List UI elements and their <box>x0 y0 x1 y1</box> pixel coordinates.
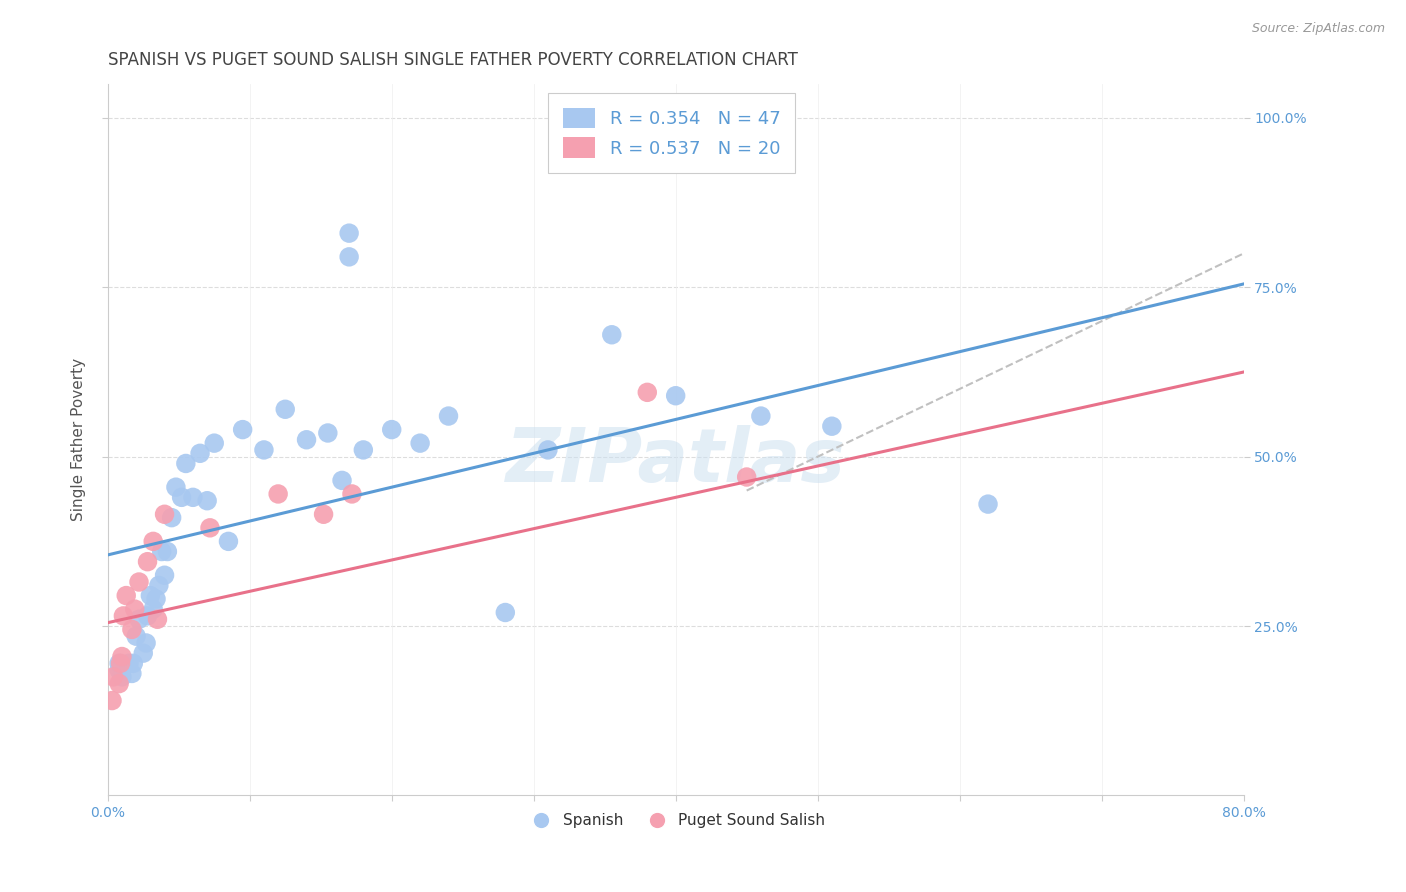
Text: ZIPatlas: ZIPatlas <box>506 425 845 498</box>
Point <box>128 612 150 626</box>
Point <box>340 487 363 501</box>
Point <box>156 544 179 558</box>
Point <box>977 497 1000 511</box>
Point <box>153 508 176 522</box>
Point <box>148 578 170 592</box>
Text: SPANISH VS PUGET SOUND SALISH SINGLE FATHER POVERTY CORRELATION CHART: SPANISH VS PUGET SOUND SALISH SINGLE FAT… <box>108 51 797 69</box>
Point <box>352 442 374 457</box>
Point <box>437 409 460 423</box>
Point <box>267 487 290 501</box>
Point <box>821 419 844 434</box>
Point <box>253 442 276 457</box>
Y-axis label: Single Father Poverty: Single Father Poverty <box>72 359 86 521</box>
Point <box>142 602 165 616</box>
Point <box>136 608 159 623</box>
Point <box>381 423 404 437</box>
Legend: Spanish, Puget Sound Salish: Spanish, Puget Sound Salish <box>520 806 831 834</box>
Text: Source: ZipAtlas.com: Source: ZipAtlas.com <box>1251 22 1385 36</box>
Point <box>409 436 432 450</box>
Point <box>139 589 162 603</box>
Point <box>108 663 131 677</box>
Point <box>111 659 134 673</box>
Point <box>600 327 623 342</box>
Point <box>316 425 339 440</box>
Point <box>735 470 758 484</box>
Point <box>337 226 360 240</box>
Point <box>135 636 157 650</box>
Point <box>312 508 335 522</box>
Point <box>136 555 159 569</box>
Point <box>146 612 169 626</box>
Point <box>103 670 125 684</box>
Point <box>181 491 204 505</box>
Point <box>195 493 218 508</box>
Point <box>153 568 176 582</box>
Point <box>111 649 134 664</box>
Point <box>118 657 141 671</box>
Point <box>145 591 167 606</box>
Point <box>108 676 131 690</box>
Point <box>636 385 658 400</box>
Point <box>188 446 211 460</box>
Point <box>232 423 254 437</box>
Point <box>142 534 165 549</box>
Point <box>337 250 360 264</box>
Point <box>128 574 150 589</box>
Point <box>330 474 353 488</box>
Point <box>160 510 183 524</box>
Point <box>170 491 193 505</box>
Point <box>537 442 560 457</box>
Point <box>121 666 143 681</box>
Point <box>110 657 132 671</box>
Point <box>111 670 134 684</box>
Point <box>749 409 772 423</box>
Point <box>108 657 131 671</box>
Point <box>132 646 155 660</box>
Point <box>101 693 124 707</box>
Point <box>494 606 516 620</box>
Point <box>122 657 145 671</box>
Point <box>124 602 146 616</box>
Point <box>165 480 187 494</box>
Point <box>295 433 318 447</box>
Point <box>115 589 138 603</box>
Point <box>112 608 135 623</box>
Point <box>217 534 239 549</box>
Point <box>202 436 225 450</box>
Point <box>174 457 197 471</box>
Point <box>121 623 143 637</box>
Point <box>665 389 688 403</box>
Point <box>274 402 297 417</box>
Point <box>125 629 148 643</box>
Point <box>150 544 173 558</box>
Point <box>198 521 221 535</box>
